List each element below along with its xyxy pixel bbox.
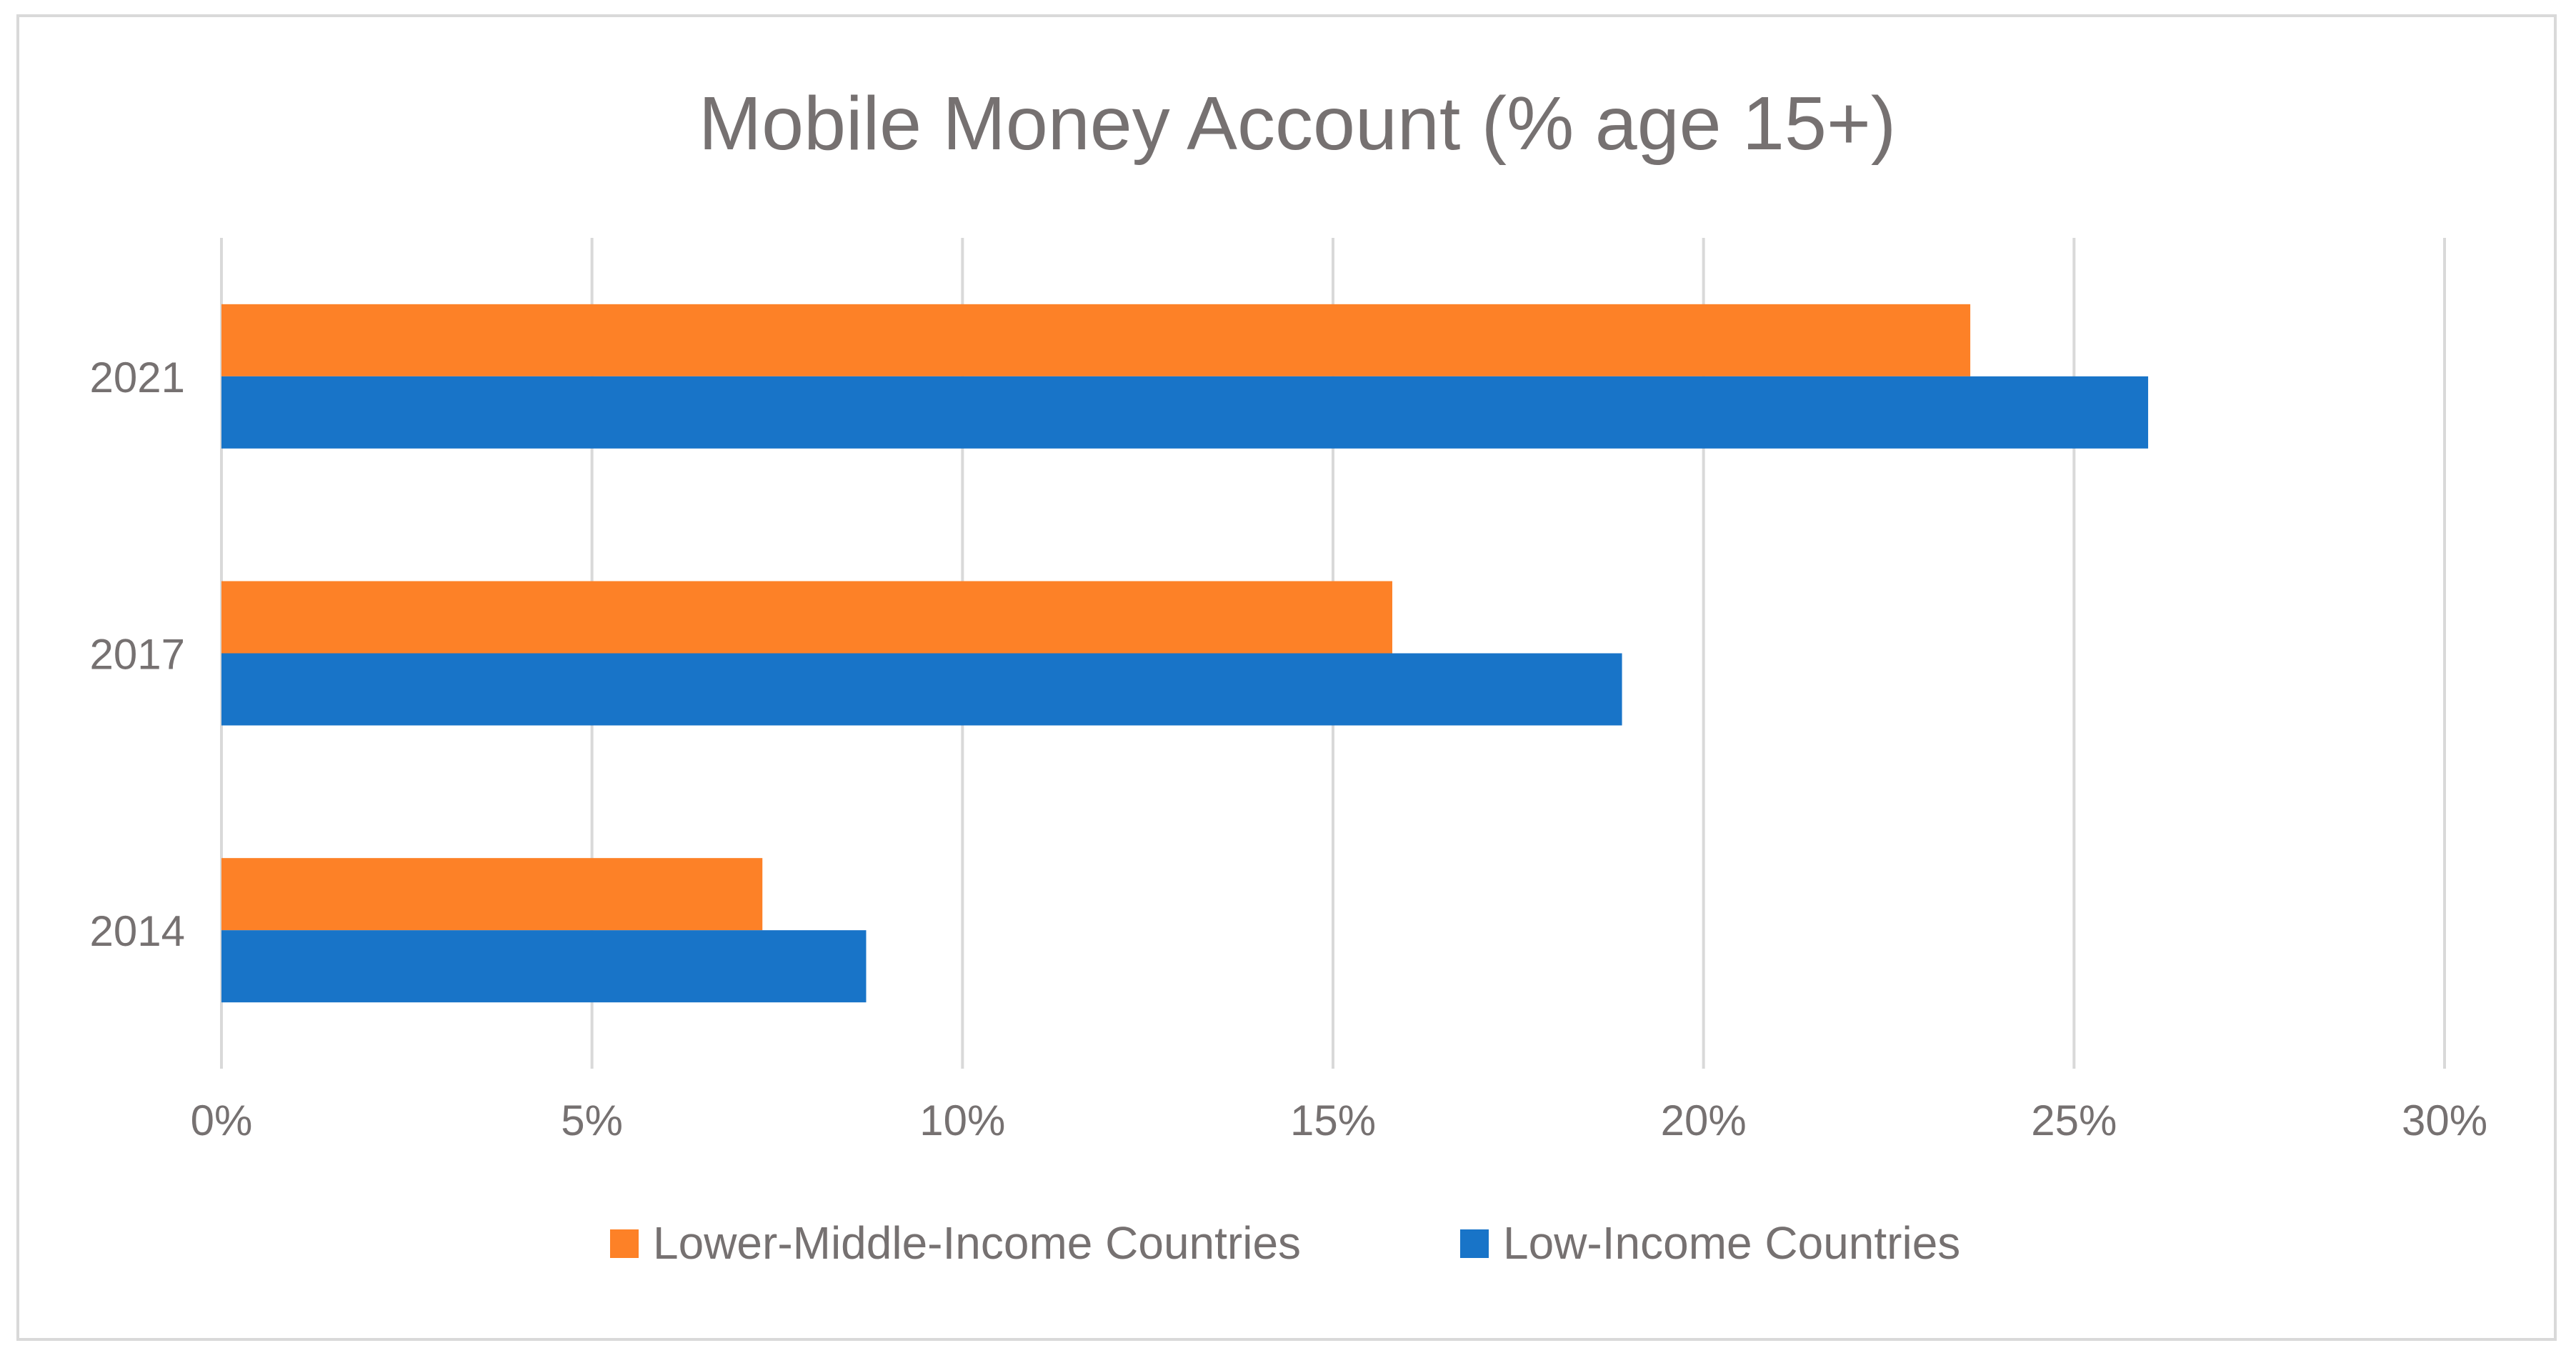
bar-chart: Mobile Money Account (% age 15+) 2021 201… xyxy=(90,81,2488,1269)
x-tick-label: 30% xyxy=(2402,1097,2487,1144)
bar-lower-middle-income-2021 xyxy=(221,304,1971,376)
x-tick-label: 25% xyxy=(2031,1097,2117,1144)
bars xyxy=(221,304,2149,1003)
category-labels: 2021 2017 2014 xyxy=(90,354,185,955)
x-axis-tick-labels: 0% 5% 10% 15% 20% 25% 30% xyxy=(191,1097,2487,1144)
chart-frame: Mobile Money Account (% age 15+) 2021 201… xyxy=(16,14,2557,1341)
legend-label: Lower-Middle-Income Countries xyxy=(653,1217,1301,1269)
legend-label: Low-Income Countries xyxy=(1503,1217,1960,1269)
category-label-2014: 2014 xyxy=(90,907,185,955)
x-tick-label: 20% xyxy=(1661,1097,1747,1144)
category-label-2017: 2017 xyxy=(90,631,185,679)
bar-low-income-2014 xyxy=(221,930,867,1003)
chart-title: Mobile Money Account (% age 15+) xyxy=(699,81,1896,166)
legend-swatch xyxy=(1460,1229,1489,1258)
category-label-2021: 2021 xyxy=(90,354,185,401)
legend-swatch xyxy=(610,1229,639,1258)
bar-low-income-2021 xyxy=(221,376,2149,449)
x-tick-label: 5% xyxy=(561,1097,623,1144)
x-tick-label: 15% xyxy=(1290,1097,1376,1144)
bar-lower-middle-income-2017 xyxy=(221,581,1392,654)
legend: Lower-Middle-Income Countries Low-Income … xyxy=(610,1217,1960,1269)
bar-lower-middle-income-2014 xyxy=(221,858,763,931)
x-tick-label: 10% xyxy=(919,1097,1005,1144)
bar-low-income-2017 xyxy=(221,653,1622,726)
x-tick-label: 0% xyxy=(191,1097,253,1144)
